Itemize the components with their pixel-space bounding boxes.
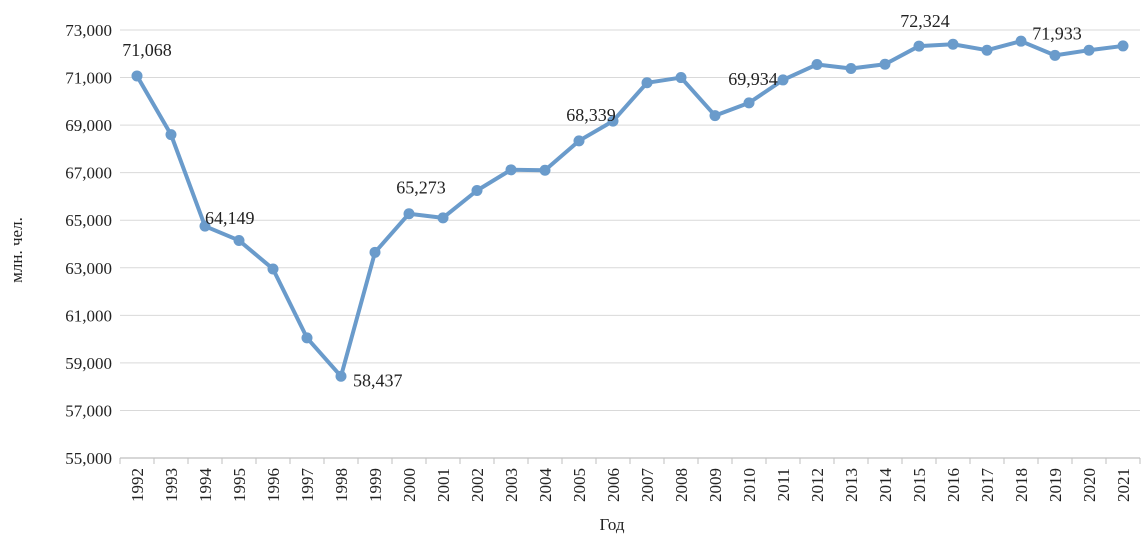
y-tick-label: 57,000: [65, 401, 112, 420]
data-point: [539, 164, 551, 176]
x-tick-label: 2017: [978, 468, 997, 503]
x-tick-label: 2021: [1114, 468, 1133, 502]
y-tick-label: 59,000: [65, 354, 112, 373]
x-axis-tick-marks: [119, 458, 1141, 464]
x-tick-label: 2001: [434, 468, 453, 502]
x-tick-label: 2005: [570, 468, 589, 502]
y-tick-label: 67,000: [65, 164, 112, 183]
y-tick-label: 61,000: [65, 306, 112, 325]
x-tick-label: 2010: [740, 468, 759, 502]
x-tick-label: 2003: [502, 468, 521, 502]
y-tick-label: 71,000: [65, 69, 112, 88]
x-tick-label: 2013: [842, 468, 861, 502]
data-points: [131, 35, 1129, 382]
x-tick-label: 2006: [604, 468, 623, 502]
x-tick-label: 2008: [672, 468, 691, 502]
x-tick-label: 2012: [808, 468, 827, 502]
x-tick-label: 1993: [162, 468, 181, 502]
data-point: [1049, 49, 1061, 61]
x-axis-title: Год: [600, 515, 625, 534]
data-point: [131, 70, 143, 82]
data-point: [811, 58, 823, 70]
data-labels: 71,068 64,149 58,437 65,273 68,339 69,934 72,3…: [122, 11, 1082, 390]
data-point: [471, 185, 483, 196]
y-axis-title: млн. чел.: [7, 217, 26, 283]
data-point: [199, 220, 211, 232]
data-point: [879, 58, 891, 70]
data-point: [335, 370, 347, 382]
data-label: 71,068: [122, 40, 172, 60]
x-tick-label: 1995: [230, 468, 249, 502]
x-tick-label: 2000: [400, 468, 419, 502]
data-point: [913, 40, 925, 52]
x-tick-label: 2020: [1080, 468, 1099, 502]
data-point: [437, 212, 449, 224]
data-point: [1117, 40, 1129, 52]
y-tick-label: 63,000: [65, 259, 112, 278]
y-axis-tick-labels: 55,000 57,000 59,000 61,000 63,000 65,000 67,0…: [65, 21, 112, 468]
data-point: [165, 129, 177, 141]
data-label: 69,934: [728, 69, 778, 89]
data-point: [845, 63, 857, 75]
data-point: [1083, 44, 1095, 56]
data-point: [777, 74, 789, 86]
data-label: 68,339: [566, 105, 616, 125]
data-point: [947, 38, 959, 50]
y-tick-label: 55,000: [65, 449, 112, 468]
data-point: [607, 115, 619, 127]
x-tick-label: 1996: [264, 468, 283, 502]
x-tick-label: 1994: [196, 468, 215, 503]
data-point: [1015, 35, 1027, 47]
x-tick-label: 2015: [910, 468, 929, 502]
data-label: 71,933: [1032, 23, 1082, 43]
x-tick-label: 2009: [706, 468, 725, 502]
data-point: [233, 234, 245, 246]
series-line: [135, 39, 1125, 379]
data-point: [675, 72, 687, 84]
data-label: 72,324: [900, 11, 950, 31]
data-point: [981, 44, 993, 56]
data-point: [369, 246, 381, 258]
data-point: [641, 77, 653, 89]
y-tick-label: 73,000: [65, 21, 112, 40]
x-tick-label: 2014: [876, 468, 895, 503]
data-point: [573, 135, 585, 147]
x-tick-label: 2016: [944, 468, 963, 502]
y-tick-label: 69,000: [65, 116, 112, 135]
x-tick-label: 2019: [1046, 468, 1065, 502]
data-point: [301, 332, 313, 344]
data-label: 64,149: [205, 208, 255, 228]
data-label: 65,273: [396, 178, 446, 198]
data-point: [743, 97, 755, 109]
y-tick-label: 65,000: [65, 211, 112, 230]
data-point: [505, 164, 517, 176]
data-point: [267, 263, 279, 275]
x-tick-label: 1997: [298, 468, 317, 503]
x-tick-label: 2007: [638, 468, 657, 503]
x-tick-label: 2018: [1012, 468, 1031, 502]
x-tick-label: 2002: [468, 468, 487, 502]
x-axis-tick-labels: 1992 1993 1994 1995 1996 1997 1998 1999 2000 2001…: [128, 468, 1133, 503]
x-tick-label: 1992: [128, 468, 147, 502]
x-tick-label: 1999: [366, 468, 385, 502]
x-tick-label: 1998: [332, 468, 351, 502]
data-point: [709, 110, 721, 122]
x-tick-label: 2004: [536, 468, 555, 503]
data-point: [403, 208, 415, 220]
x-tick-label: 2011: [774, 468, 793, 501]
grid-lines: [120, 29, 1140, 411]
data-label: 58,437: [353, 370, 403, 390]
